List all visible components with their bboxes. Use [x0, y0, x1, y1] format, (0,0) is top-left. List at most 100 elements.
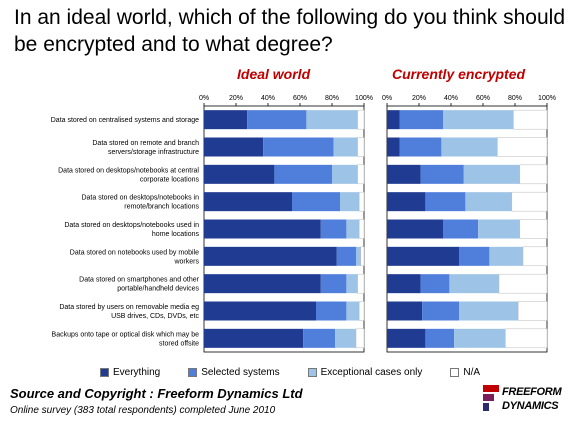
bar-na [355, 328, 365, 349]
bar-selected-systems [320, 274, 347, 294]
legend-item-selected-systems: Selected systems [188, 366, 280, 378]
bar-selected-systems [274, 164, 332, 184]
bar-exceptional-cases [332, 164, 358, 184]
bar-everything [204, 137, 264, 157]
bar-exceptional-cases [306, 110, 358, 130]
bar-na [358, 219, 365, 239]
legend-swatch-everything [100, 367, 109, 377]
bar-selected-systems [336, 246, 356, 266]
bar-exceptional-cases [454, 328, 506, 348]
bar-exceptional-cases [346, 219, 360, 239]
bar-everything [204, 164, 275, 184]
x-tick-label: 80% [508, 95, 522, 102]
bar-everything [387, 274, 421, 294]
x-tick-label: 40% [261, 95, 275, 102]
x-tick-label: 20% [412, 95, 426, 102]
bar-na [360, 246, 365, 267]
x-tick-label: 100% [538, 95, 556, 102]
bar-everything [387, 328, 426, 348]
bar-na [358, 191, 365, 212]
legend-label-selected-systems: Selected systems [201, 366, 280, 378]
logo-line1: FREEFORM [502, 386, 562, 398]
bar-na [357, 137, 365, 157]
bar-selected-systems [425, 192, 466, 212]
x-tick-label: 100% [355, 95, 373, 102]
survey-note: Online survey (383 total respondents) co… [10, 405, 276, 416]
bar-selected-systems [399, 110, 443, 130]
bar-selected-systems [420, 164, 464, 184]
bar-na [357, 273, 365, 294]
bar-selected-systems [247, 110, 307, 130]
logo-text: FREEFORM DYNAMICS [502, 385, 562, 413]
bar-na [505, 328, 548, 349]
x-tick-label: 80% [325, 95, 339, 102]
bar-exceptional-cases [463, 164, 520, 184]
bar-na [519, 219, 548, 239]
legend-swatch-exceptional-cases [307, 367, 317, 377]
bar-selected-systems [316, 301, 347, 321]
legend: Everything Selected systems Exceptional … [100, 365, 560, 379]
bar-na [497, 137, 548, 157]
bar-na [513, 109, 548, 130]
bar-exceptional-cases [335, 328, 356, 348]
bar-selected-systems [320, 219, 347, 239]
bar-everything [387, 137, 400, 157]
category-label: Data stored by users on removable media … [59, 304, 199, 320]
bar-everything [204, 328, 304, 348]
category-label: Data stored on centralised systems and s… [51, 117, 199, 124]
bar-na [522, 246, 548, 267]
bar-everything [204, 246, 337, 266]
legend-item-everything: Everything [100, 367, 160, 378]
source-copyright: Source and Copyright : Freeform Dynamics… [10, 386, 303, 401]
bar-exceptional-cases [333, 137, 358, 157]
bar-na [511, 191, 548, 212]
bar-everything [204, 219, 321, 239]
bar-na [519, 164, 548, 185]
bar-exceptional-cases [356, 246, 361, 266]
legend-label-everything: Everything [113, 366, 161, 378]
category-label: Data stored on desktops/notebooks in remo… [81, 195, 199, 211]
bar-selected-systems [422, 301, 459, 321]
freeform-dynamics-logo-icon [483, 385, 499, 411]
chart-title: In an ideal world, which of the followin… [14, 6, 566, 56]
bar-selected-systems [459, 246, 490, 266]
bar-everything [204, 301, 316, 321]
bar-everything [387, 192, 426, 212]
bar-everything [204, 274, 321, 294]
bar-exceptional-cases [489, 246, 523, 266]
bar-everything [387, 246, 459, 266]
category-label: Data stored on notebooks used by mobile w… [70, 249, 200, 265]
bar-exceptional-cases [441, 137, 498, 157]
bar-exceptional-cases [465, 192, 512, 212]
legend-swatch-selected-systems [188, 367, 198, 377]
panel-title-ideal-world: Ideal world [237, 66, 311, 82]
bar-everything [387, 110, 400, 130]
bar-na [357, 109, 365, 130]
bar-everything [387, 219, 443, 239]
legend-swatch-na [450, 367, 460, 377]
bar-exceptional-cases [346, 301, 360, 321]
bar-everything [387, 164, 421, 184]
x-tick-label: 0% [199, 95, 209, 102]
bar-everything [204, 192, 292, 212]
panel-title-currently-encrypted: Currently encrypted [392, 66, 526, 82]
logo-line2: DYNAMICS [502, 400, 559, 412]
bar-selected-systems [420, 274, 450, 294]
x-tick-label: 20% [229, 95, 243, 102]
freeform-dynamics-logo: FREEFORM DYNAMICS [482, 383, 576, 417]
bar-na [358, 301, 365, 321]
bar-selected-systems [443, 219, 479, 239]
stacked-bar-chart: 0% 20% 40% 60% 80% 100% 0% 20% 40% 60% 80% 100% Data… [51, 95, 556, 353]
bar-na [357, 164, 365, 185]
bar-selected-systems [292, 192, 340, 212]
legend-item-na: N/A [450, 367, 480, 378]
x-tick-label: 0% [382, 95, 392, 102]
bar-selected-systems [263, 137, 334, 157]
bar-selected-systems [399, 137, 442, 157]
category-label: Data stored on smartphones and other port… [79, 277, 200, 293]
category-label: Data stored on remote and branch servers/… [92, 140, 199, 156]
bar-exceptional-cases [346, 274, 358, 294]
legend-label-exceptional-cases: Exceptional cases only [320, 366, 423, 378]
bar-selected-systems [425, 328, 455, 348]
bar-na [517, 301, 548, 321]
